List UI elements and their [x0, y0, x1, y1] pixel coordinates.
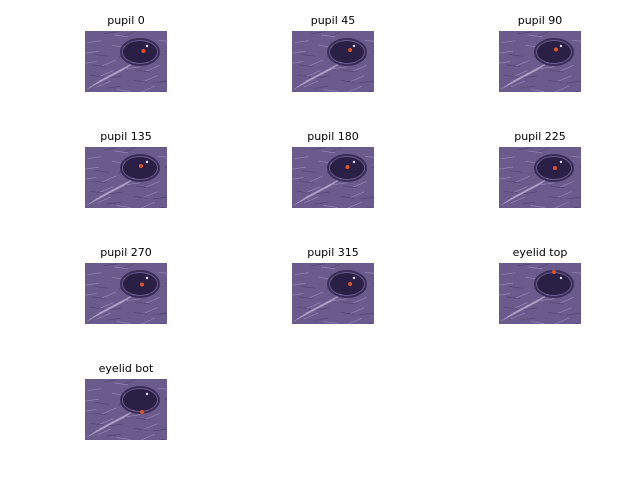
panel-title: eyelid top — [512, 246, 568, 259]
eye-image — [85, 263, 167, 324]
landmark-marker — [138, 163, 143, 168]
landmark-marker — [345, 165, 350, 169]
panel-title: pupil 90 — [517, 14, 563, 27]
panel-title: pupil 0 — [107, 14, 145, 27]
landmark-marker — [552, 270, 556, 274]
landmark-marker — [554, 47, 558, 52]
panel-title: pupil 315 — [307, 246, 359, 259]
landmark-marker — [140, 410, 144, 414]
eye-image — [292, 31, 374, 92]
eye-image — [499, 31, 581, 92]
eye-image — [85, 147, 167, 208]
panel-title: pupil 270 — [100, 246, 152, 259]
eye-image — [499, 147, 581, 208]
eye-image — [292, 263, 374, 324]
panel-title: pupil 135 — [100, 130, 152, 143]
eye-image — [292, 147, 374, 208]
eye-image — [85, 31, 167, 92]
panel-title: pupil 225 — [514, 130, 566, 143]
panel-title: pupil 45 — [310, 14, 356, 27]
eye-image — [85, 379, 167, 440]
panel-title: eyelid bot — [98, 362, 154, 375]
panel-title: pupil 180 — [307, 130, 359, 143]
landmark-marker — [140, 282, 144, 287]
eye-image — [499, 263, 581, 324]
landmark-marker — [348, 47, 353, 52]
landmark-marker — [348, 282, 353, 287]
landmark-marker — [141, 49, 146, 53]
landmark-marker — [552, 166, 557, 171]
